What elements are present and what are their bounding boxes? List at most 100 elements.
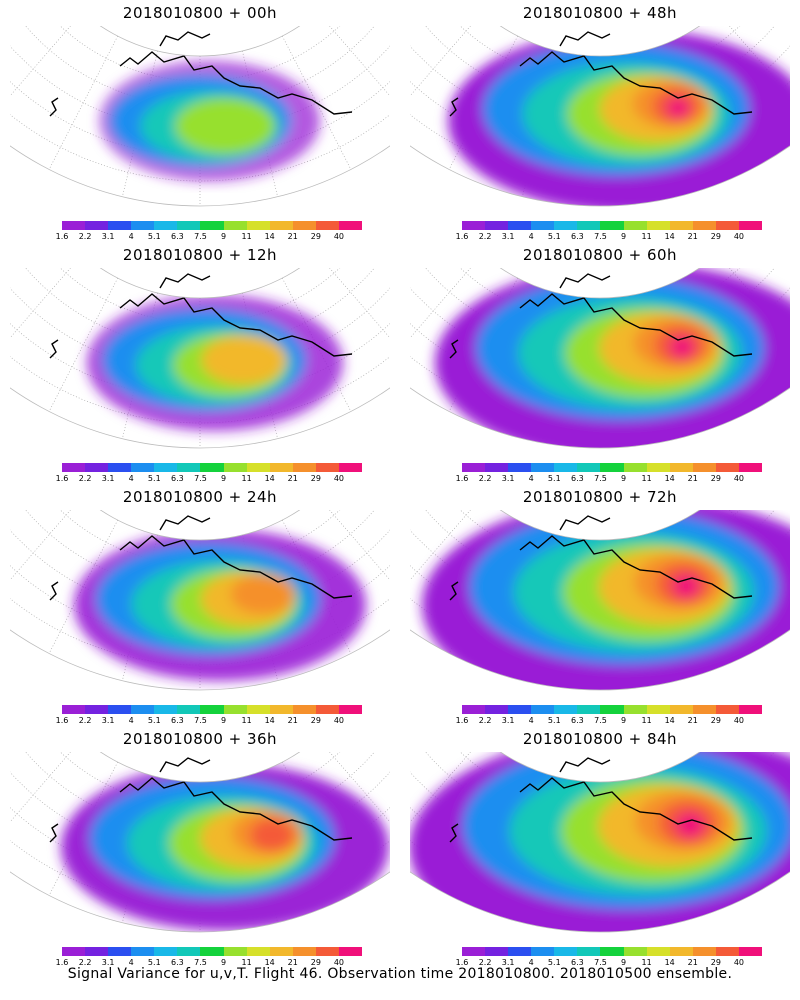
colorbar-tick-label: 40 bbox=[733, 232, 745, 241]
coastline bbox=[449, 31, 753, 117]
colorbar-swatch bbox=[108, 705, 132, 714]
colorbar-swatch bbox=[62, 947, 86, 956]
colorbar-swatch bbox=[462, 947, 486, 956]
variance-map bbox=[410, 510, 790, 691]
colorbar-swatch bbox=[738, 947, 763, 956]
panel-title: 2018010800 + 12h bbox=[122, 246, 278, 264]
colorbar-tick-label: 21 bbox=[687, 716, 698, 725]
colorbar-swatch bbox=[131, 221, 155, 230]
colorbar-tick-label: 14 bbox=[264, 474, 275, 483]
colorbar-tick-label: 14 bbox=[664, 474, 675, 483]
colorbar-tick-label: 11 bbox=[241, 232, 252, 241]
panel-24h: 2018010800 + 24h 1.6 2.2 3.1 4 5.1 6.3 7.5 9 11 1… bbox=[0, 484, 400, 725]
colorbar-tick-label: 1.6 bbox=[55, 716, 69, 725]
colorbar-tick-label: 5.1 bbox=[547, 474, 561, 483]
map-boundary bbox=[10, 268, 390, 449]
colorbar-swatch bbox=[692, 947, 716, 956]
colorbar-tick-label: 21 bbox=[687, 232, 698, 241]
colorbar-swatch bbox=[715, 705, 739, 714]
colorbar-tick-label: 11 bbox=[241, 474, 252, 483]
colorbar-swatch bbox=[738, 705, 763, 714]
colorbar-swatch bbox=[108, 947, 132, 956]
colorbar-swatch bbox=[85, 221, 109, 230]
colorbar-tick-label: 9 bbox=[620, 716, 627, 725]
colorbar-swatch bbox=[154, 463, 178, 472]
colorbar-swatch bbox=[554, 705, 578, 714]
panel-84h: 2018010800 + 84h 1.6 2.2 3.1 4 5.1 6.3 7.5 9 11 1… bbox=[400, 726, 800, 968]
colorbar-swatch bbox=[131, 705, 155, 714]
colorbar bbox=[462, 221, 763, 230]
colorbar-swatch bbox=[62, 705, 86, 714]
colorbar-tick-label: 7.5 bbox=[594, 716, 607, 725]
colorbar-swatch bbox=[200, 947, 224, 956]
colorbar-tick-label: 5.1 bbox=[547, 958, 561, 967]
colorbar-tick-label: 40 bbox=[333, 474, 345, 483]
colorbar-swatch bbox=[315, 221, 339, 230]
colorbar-tick-label: 21 bbox=[287, 958, 298, 967]
colorbar-tick-label: 14 bbox=[264, 232, 275, 241]
colorbar-tick-label: 21 bbox=[287, 716, 298, 725]
variance-map bbox=[10, 26, 390, 207]
colorbar-swatch bbox=[646, 947, 670, 956]
colorbar-tick-label: 1.6 bbox=[455, 958, 469, 967]
colorbar-tick-label: 9 bbox=[220, 716, 227, 725]
variance-map bbox=[410, 26, 790, 207]
colorbar-swatch bbox=[600, 705, 624, 714]
colorbar-tick-label: 4 bbox=[528, 958, 534, 967]
panel-title: 2018010800 + 36h bbox=[122, 730, 278, 748]
panel-title: 2018010800 + 60h bbox=[522, 246, 678, 264]
variance-map bbox=[10, 752, 390, 933]
colorbar-labels: 1.6 2.2 3.1 4 5.1 6.3 7.5 9 11 14 21 29 40 bbox=[56, 232, 362, 242]
colorbar-labels: 1.6 2.2 3.1 4 5.1 6.3 7.5 9 11 14 21 29 40 bbox=[456, 958, 762, 968]
colorbar-tick-label: 6.3 bbox=[571, 232, 584, 241]
colorbar-tick-label: 21 bbox=[687, 474, 698, 483]
variance-field bbox=[410, 752, 790, 932]
colorbar-swatch bbox=[623, 221, 647, 230]
colorbar-tick-label: 2.2 bbox=[78, 474, 92, 483]
colorbar-swatch bbox=[246, 947, 270, 956]
colorbar-tick-label: 6.3 bbox=[171, 958, 184, 967]
colorbar-tick-label: 29 bbox=[710, 474, 721, 483]
colorbar-swatch bbox=[269, 463, 293, 472]
map-boundary bbox=[10, 510, 390, 691]
colorbar-tick-label: 6.3 bbox=[571, 958, 584, 967]
colorbar-tick-label: 2.2 bbox=[78, 232, 92, 241]
colorbar-swatch bbox=[269, 947, 293, 956]
colorbar-tick-label: 40 bbox=[733, 474, 745, 483]
colorbar-tick-label: 3.1 bbox=[501, 474, 515, 483]
colorbar-swatch bbox=[600, 463, 624, 472]
colorbar-swatch bbox=[508, 463, 532, 472]
colorbar-tick-label: 4 bbox=[128, 958, 134, 967]
colorbar-tick-label: 5.1 bbox=[547, 232, 561, 241]
colorbar-swatch bbox=[646, 705, 670, 714]
colorbar-tick-label: 40 bbox=[333, 232, 345, 241]
map-boundary bbox=[10, 26, 390, 207]
colorbar bbox=[462, 947, 763, 956]
colorbar-tick-label: 29 bbox=[710, 716, 721, 725]
colorbar-tick-label: 4 bbox=[128, 474, 134, 483]
colorbar-tick-label: 6.3 bbox=[171, 716, 184, 725]
colorbar-tick-label: 40 bbox=[733, 716, 745, 725]
colorbar-swatch bbox=[715, 221, 739, 230]
colorbar-tick-label: 3.1 bbox=[101, 232, 115, 241]
colorbar-swatch bbox=[246, 705, 270, 714]
colorbar-swatch bbox=[338, 221, 363, 230]
colorbar-tick-label: 21 bbox=[287, 474, 298, 483]
map-boundary bbox=[410, 510, 790, 691]
colorbar-swatch bbox=[669, 463, 693, 472]
panel-title: 2018010800 + 24h bbox=[122, 488, 278, 506]
colorbar-swatch bbox=[577, 221, 601, 230]
colorbar bbox=[62, 947, 363, 956]
colorbar-tick-label: 4 bbox=[128, 716, 134, 725]
colorbar-swatch bbox=[738, 463, 763, 472]
colorbar-swatch bbox=[577, 705, 601, 714]
colorbar-tick-label: 3.1 bbox=[501, 716, 515, 725]
colorbar-tick-label: 29 bbox=[310, 958, 321, 967]
colorbar-swatch bbox=[223, 947, 247, 956]
panel-title: 2018010800 + 84h bbox=[522, 730, 678, 748]
colorbar-tick-label: 1.6 bbox=[455, 474, 469, 483]
colorbar-tick-label: 1.6 bbox=[455, 716, 469, 725]
colorbar-swatch bbox=[338, 705, 363, 714]
map-boundary bbox=[410, 268, 790, 449]
colorbar-swatch bbox=[108, 463, 132, 472]
